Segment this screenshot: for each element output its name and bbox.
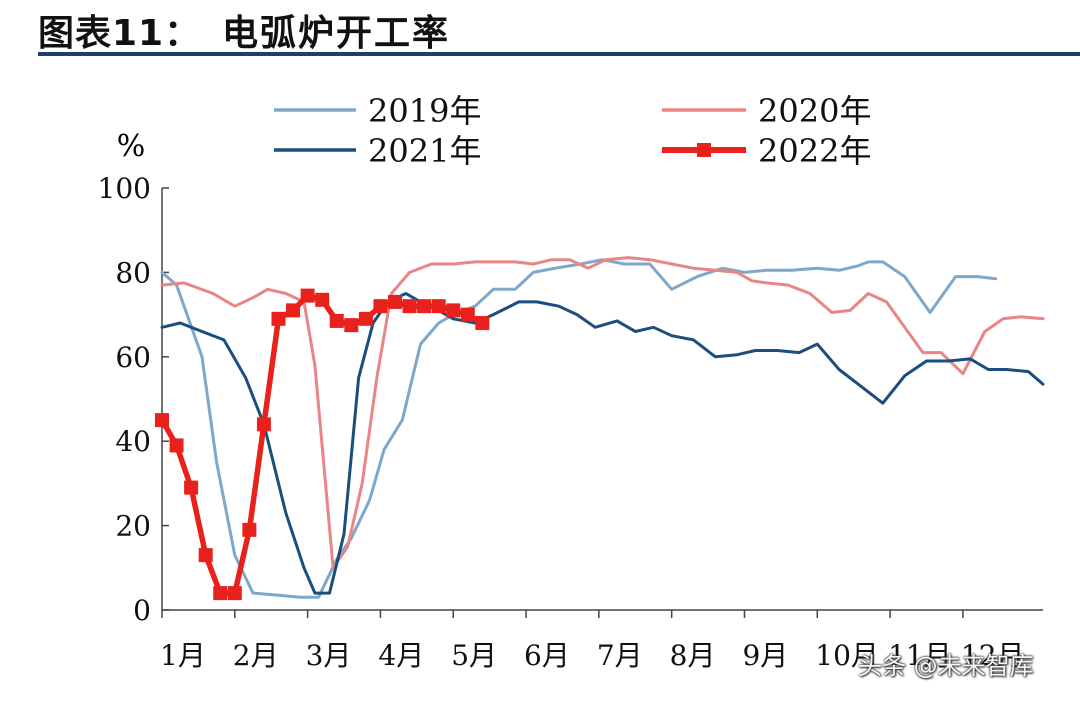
figure-header: 图表11： 电弧炉开工率 — [0, 0, 1080, 60]
data-point-marker — [213, 586, 228, 601]
legend-entry: 2022年 — [662, 132, 871, 170]
x-tick-label: 9月 — [742, 639, 788, 672]
legend-label: 2022年 — [758, 132, 871, 170]
series-2 — [160, 256, 1045, 570]
data-point-marker — [227, 586, 242, 601]
data-point-marker — [300, 288, 315, 303]
x-tick-label: 10月 — [815, 639, 879, 672]
legend-marker — [697, 143, 711, 157]
data-point-marker — [271, 311, 286, 326]
legend-label: 2021年 — [368, 132, 481, 170]
x-tick-label: 4月 — [378, 639, 424, 672]
data-point-marker — [358, 311, 373, 326]
header-divider — [38, 52, 1080, 56]
data-point-marker — [417, 299, 432, 314]
series-layer — [155, 256, 1045, 601]
x-tick-label: 12月 — [961, 639, 1025, 672]
y-tick-label: 80 — [115, 256, 151, 289]
data-point-marker — [460, 307, 475, 322]
x-tick-label: 7月 — [597, 639, 643, 672]
legend: 2019年 2020年 2021年 2022年 — [274, 92, 871, 170]
data-point-marker — [387, 294, 402, 309]
data-point-marker — [315, 292, 330, 307]
data-point-marker — [169, 438, 184, 453]
data-point-marker — [256, 417, 271, 432]
data-point-marker — [344, 318, 359, 333]
y-tick-label: 0 — [133, 594, 151, 627]
y-tick-label: 60 — [115, 341, 151, 374]
x-tick-label: 5月 — [451, 639, 497, 672]
data-point-marker — [431, 299, 446, 314]
figure-label: 图表11： — [38, 13, 202, 54]
data-point-marker — [373, 299, 388, 314]
series-3 — [160, 292, 1045, 595]
legend-entry: 2021年 — [274, 132, 481, 170]
data-point-marker — [446, 303, 461, 318]
x-tick-label: 1月 — [160, 639, 206, 672]
y-tick-label: 40 — [115, 425, 151, 458]
x-tick-label: 3月 — [306, 639, 352, 672]
series-line — [160, 258, 998, 599]
figure-title: 电弧炉开工率 — [222, 13, 451, 54]
series-4 — [155, 288, 490, 601]
series-line — [160, 256, 1045, 570]
legend-label: 2019年 — [368, 92, 481, 130]
legend-label: 2020年 — [758, 92, 871, 130]
data-point-marker — [402, 299, 417, 314]
data-point-marker — [475, 316, 490, 331]
y-tick-label: 100 — [98, 172, 151, 205]
y-tick-label: 20 — [115, 510, 151, 543]
axes: 0 20 40 60 80 100 1月 2月 3月 4月 5月 6月 7月 8月 9月 10月 11月 12月 — [98, 172, 1043, 672]
data-point-marker — [184, 480, 199, 495]
data-point-marker — [329, 313, 344, 328]
series-line — [160, 292, 1045, 595]
x-tick-label: 8月 — [670, 639, 716, 672]
legend-entry: 2020年 — [662, 92, 871, 130]
data-point-marker — [198, 548, 213, 563]
data-point-marker — [286, 303, 301, 318]
data-point-marker — [242, 522, 257, 537]
watermark: 头条 @未来智库 — [858, 652, 1034, 680]
series-1 — [160, 258, 998, 599]
x-tick-label: 6月 — [524, 639, 570, 672]
legend-entry: 2019年 — [274, 92, 481, 130]
x-tick-label: 11月 — [888, 639, 952, 672]
x-tick-label: 2月 — [233, 639, 279, 672]
y-axis-unit-label: % — [117, 129, 146, 164]
data-point-marker — [155, 413, 169, 428]
